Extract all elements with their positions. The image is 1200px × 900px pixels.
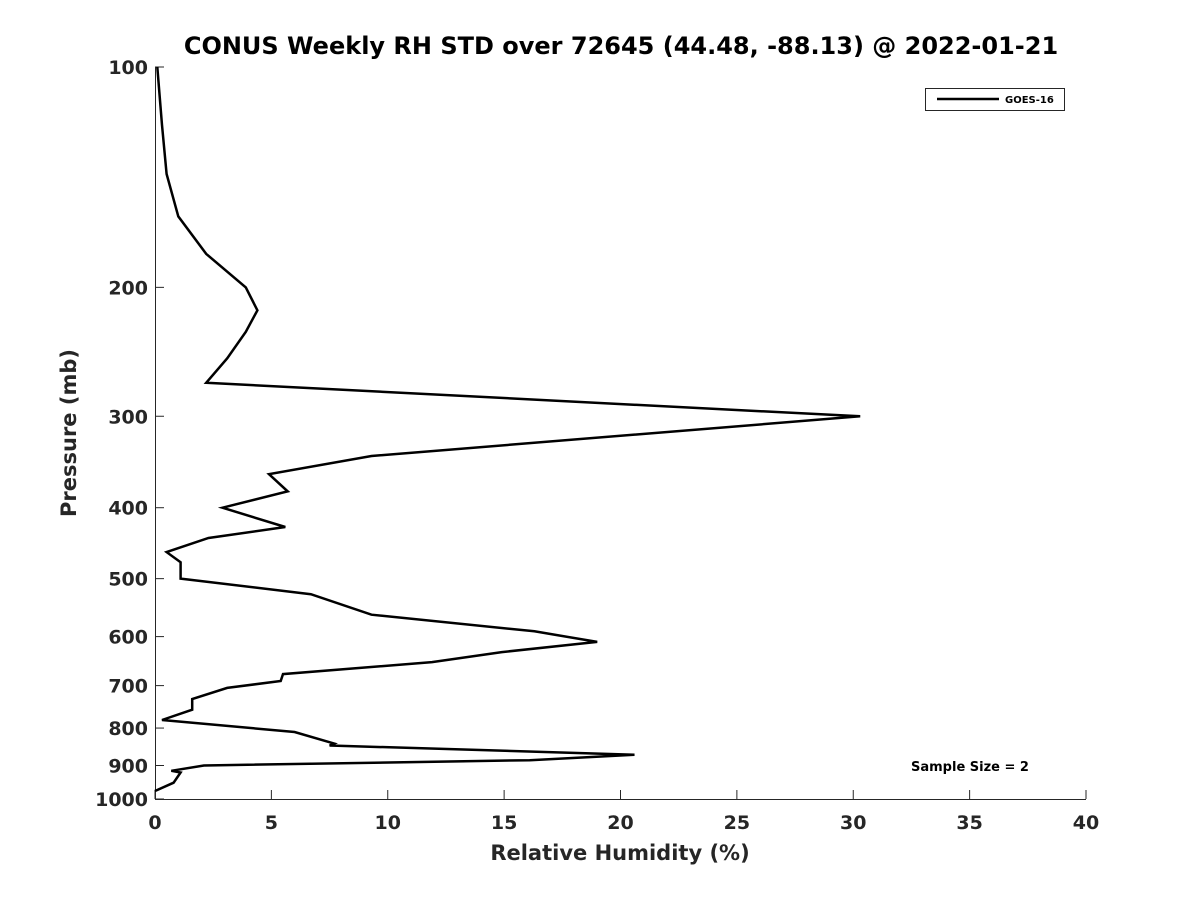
- y-tick-label: 600: [108, 627, 148, 649]
- x-tick-label: 25: [724, 812, 750, 834]
- x-tick-label: 5: [265, 812, 278, 834]
- y-tick-label: 700: [108, 676, 148, 698]
- y-tick-label: 200: [108, 277, 148, 299]
- x-axis-label: Relative Humidity (%): [490, 841, 749, 865]
- y-tick-label: 500: [108, 569, 148, 591]
- x-tick-label: 35: [956, 812, 982, 834]
- x-tick-label: 15: [491, 812, 517, 834]
- sample-size-annotation: Sample Size = 2: [911, 760, 1029, 775]
- chart-title: CONUS Weekly RH STD over 72645 (44.48, -…: [184, 32, 1058, 60]
- x-tick-label: 0: [148, 812, 161, 834]
- legend-entry-goes-16: GOES-16: [1005, 95, 1054, 106]
- y-tick-label: 800: [108, 718, 148, 740]
- axes: [155, 67, 1086, 800]
- legend: GOES-16: [925, 88, 1065, 111]
- y-ticks: 100 200 300 400 500 600 700 800 900 1000: [95, 57, 164, 811]
- x-tick-label: 30: [840, 812, 866, 834]
- y-tick-label: 300: [108, 406, 148, 428]
- y-tick-label: 900: [108, 756, 148, 778]
- y-tick-label: 100: [108, 57, 148, 79]
- x-tick-label: 10: [375, 812, 401, 834]
- x-ticks: 0 5 10 15 20 25 30 35 40: [148, 790, 1099, 834]
- x-tick-label: 40: [1073, 812, 1099, 834]
- series-line-goes-16: [154, 66, 861, 793]
- y-axis-label: Pressure (mb): [57, 349, 81, 517]
- series-layer: [154, 66, 861, 793]
- x-tick-label: 20: [607, 812, 633, 834]
- y-tick-label: 400: [108, 498, 148, 520]
- y-tick-label: 1000: [95, 789, 148, 811]
